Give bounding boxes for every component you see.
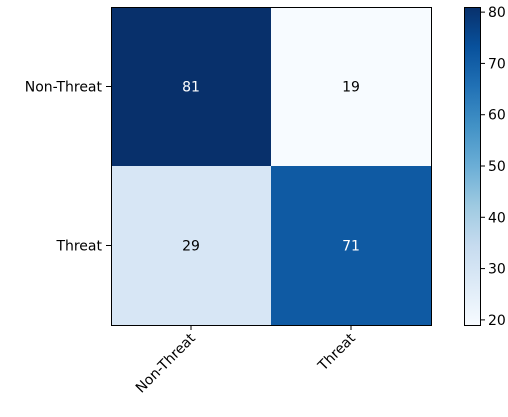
cell-value-label: 81 [182,80,200,96]
x-tick-label: Threat [315,330,360,375]
colorbar-tick-label: 20 [488,313,506,329]
colorbar-tick-label: 70 [488,56,506,72]
colorbar-tick-label: 60 [488,108,506,124]
colorbar-gradient [464,7,480,325]
colorbar-tick-label: 80 [488,5,506,21]
x-tick-label: Non-Threat [133,330,199,396]
cell-value-label: 29 [182,239,200,255]
colorbar-tick-label: 50 [488,159,506,175]
heatmap-cell [271,166,431,325]
colorbar: 20 30 40 50 60 70 80 [464,5,506,329]
cell-value-labels: 81 19 29 71 [182,80,360,255]
heatmap-cell [111,7,271,166]
x-axis-ticks: Non-Threat Threat [133,325,359,396]
cell-value-label: 19 [342,80,360,96]
cell-value-label: 71 [342,239,360,255]
y-axis-ticks: Non-Threat Threat [25,80,111,255]
colorbar-tick-label: 40 [488,210,506,226]
colorbar-tick-label: 30 [488,262,506,278]
heatmap-cell [111,166,271,325]
heatmap-cell [271,7,431,166]
heatmap-cells [111,7,431,325]
y-tick-label: Threat [55,239,102,255]
y-tick-label: Non-Threat [25,80,103,96]
plot-frame [111,7,432,326]
